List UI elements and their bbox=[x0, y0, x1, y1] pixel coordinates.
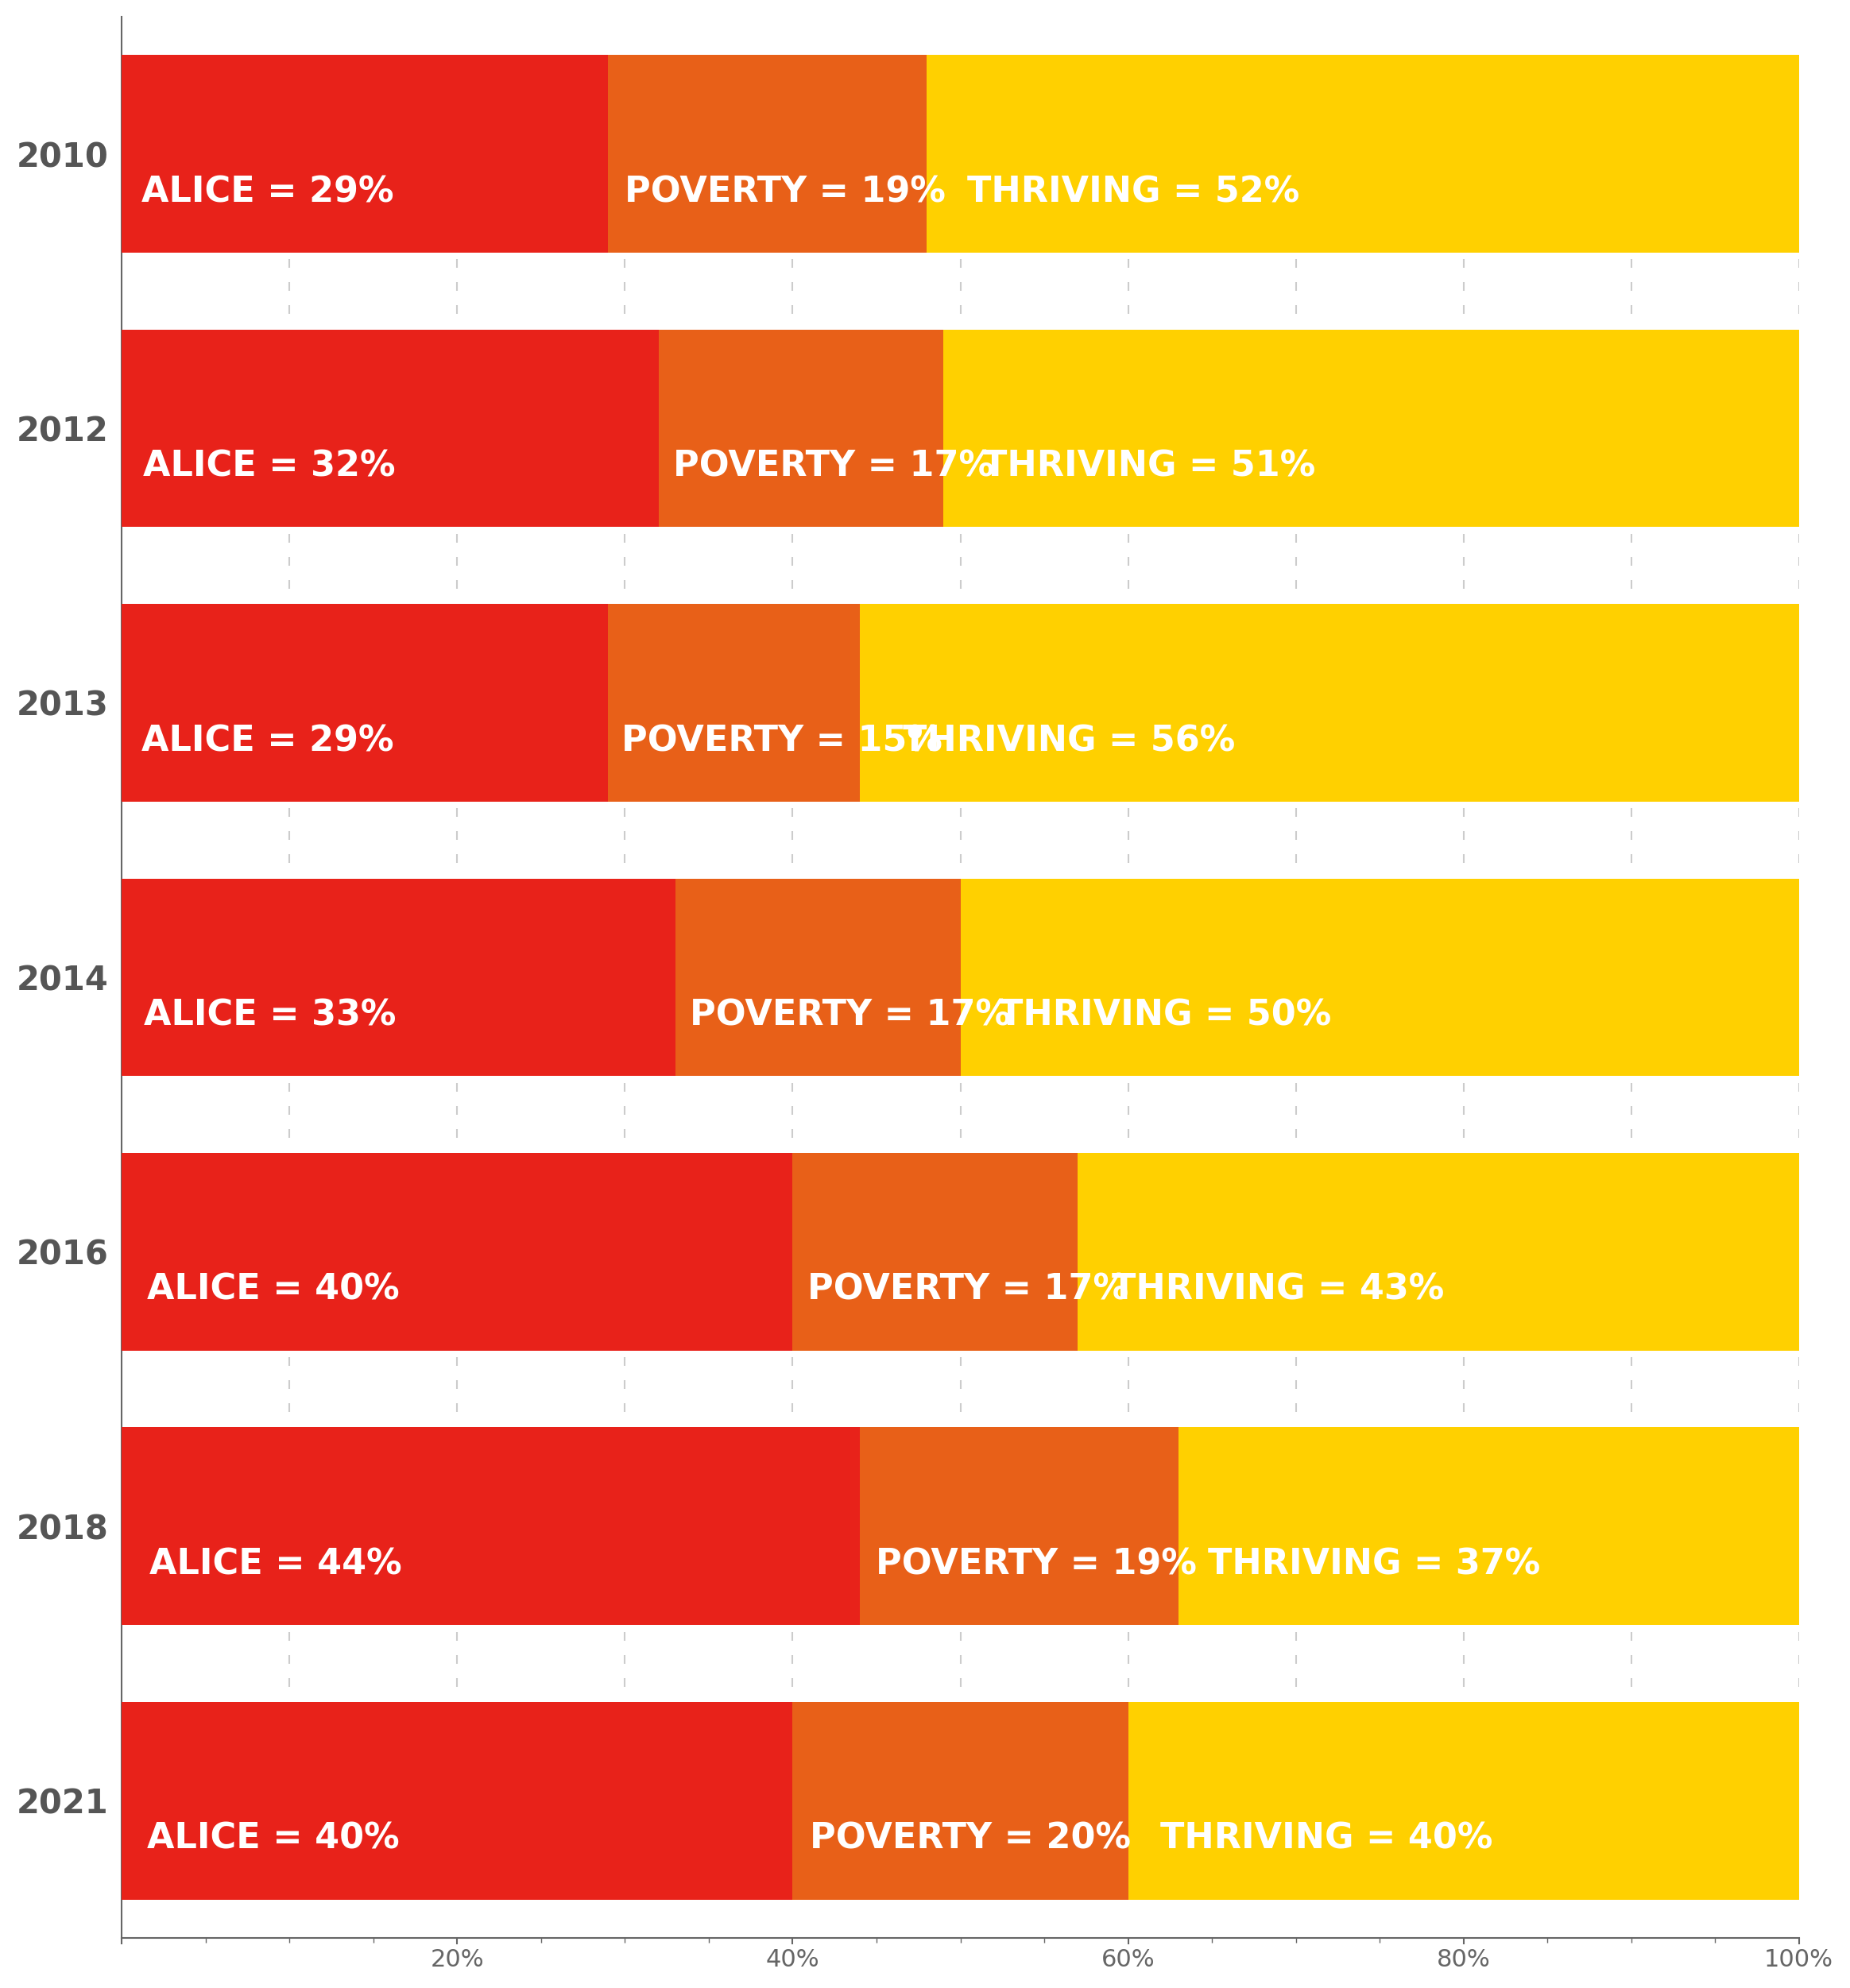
Bar bbox=[122, 330, 659, 527]
Bar bbox=[792, 1153, 1079, 1350]
Bar bbox=[659, 330, 943, 527]
Bar bbox=[122, 1427, 860, 1624]
Bar bbox=[927, 56, 1798, 252]
Text: ALICE = 32%: ALICE = 32% bbox=[142, 449, 396, 483]
Text: THRIVING = 37%: THRIVING = 37% bbox=[1208, 1547, 1541, 1582]
Text: ALICE = 40%: ALICE = 40% bbox=[146, 1272, 400, 1306]
Bar bbox=[960, 879, 1798, 1076]
Bar bbox=[122, 1153, 792, 1350]
Text: THRIVING = 43%: THRIVING = 43% bbox=[1112, 1272, 1445, 1306]
Text: POVERTY = 17%: POVERTY = 17% bbox=[690, 998, 1012, 1032]
Bar bbox=[943, 330, 1798, 527]
Text: ALICE = 44%: ALICE = 44% bbox=[150, 1547, 401, 1582]
Bar bbox=[860, 604, 1798, 801]
Text: ALICE = 40%: ALICE = 40% bbox=[146, 1821, 400, 1857]
Bar bbox=[1128, 1702, 1798, 1899]
Text: ALICE = 29%: ALICE = 29% bbox=[141, 724, 394, 757]
Bar bbox=[792, 1702, 1128, 1899]
Text: ALICE = 33%: ALICE = 33% bbox=[144, 998, 396, 1032]
Bar bbox=[122, 604, 609, 801]
Text: THRIVING = 40%: THRIVING = 40% bbox=[1160, 1821, 1493, 1857]
Bar bbox=[122, 56, 609, 252]
Text: THRIVING = 50%: THRIVING = 50% bbox=[999, 998, 1332, 1032]
Text: POVERTY = 17%: POVERTY = 17% bbox=[673, 449, 993, 483]
Text: ALICE = 29%: ALICE = 29% bbox=[141, 175, 394, 209]
Text: POVERTY = 17%: POVERTY = 17% bbox=[807, 1272, 1128, 1306]
Text: POVERTY = 19%: POVERTY = 19% bbox=[875, 1547, 1197, 1582]
Text: POVERTY = 20%: POVERTY = 20% bbox=[810, 1821, 1130, 1857]
Bar bbox=[609, 56, 927, 252]
Text: POVERTY = 19%: POVERTY = 19% bbox=[623, 175, 945, 209]
Bar bbox=[1079, 1153, 1798, 1350]
Text: POVERTY = 15%: POVERTY = 15% bbox=[622, 724, 943, 757]
Text: THRIVING = 52%: THRIVING = 52% bbox=[968, 175, 1299, 209]
Bar bbox=[122, 1702, 792, 1899]
Text: THRIVING = 51%: THRIVING = 51% bbox=[982, 449, 1315, 483]
Bar bbox=[1178, 1427, 1798, 1624]
Bar bbox=[122, 879, 675, 1076]
Bar bbox=[609, 604, 860, 801]
Text: THRIVING = 56%: THRIVING = 56% bbox=[903, 724, 1234, 757]
Bar bbox=[675, 879, 960, 1076]
Bar bbox=[860, 1427, 1178, 1624]
